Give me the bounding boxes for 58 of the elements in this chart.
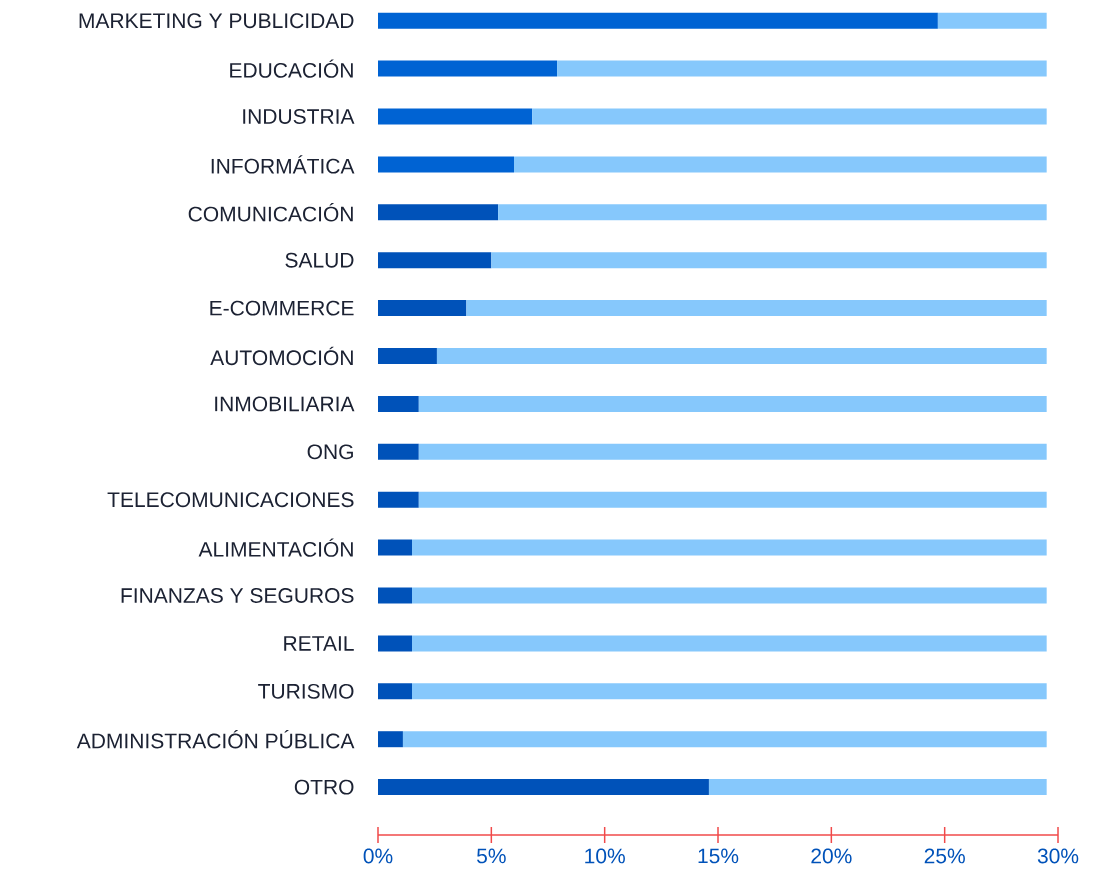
y-tick-label: ALIMENTACIÓN <box>198 538 353 557</box>
bar <box>491 252 1047 269</box>
y-tick-label: INFORMÁTICA <box>211 155 355 174</box>
bar <box>557 60 1047 77</box>
y-tick-label: AUTOMOCIÓN <box>210 346 353 366</box>
bar <box>402 731 1047 748</box>
bar <box>412 539 1047 556</box>
bar <box>378 587 412 604</box>
y-tick-label: TURISMO <box>258 683 354 699</box>
bar <box>378 731 403 748</box>
x-tick-label: 5% <box>477 848 506 864</box>
y-tick-label: INMOBILIARIA <box>215 396 355 412</box>
bar <box>378 635 412 652</box>
x-tick-label: 20% <box>811 848 852 864</box>
bar <box>378 348 437 365</box>
bar <box>378 204 499 221</box>
bar <box>378 300 467 317</box>
bar <box>378 683 412 700</box>
bar <box>514 156 1047 173</box>
bar <box>412 635 1047 652</box>
y-tick-label: COMUNICACIÓN <box>188 203 353 222</box>
y-tick-label: ONG <box>307 444 353 460</box>
bar <box>532 108 1047 125</box>
y-tick-label: FINANZAS Y SEGUROS <box>121 588 354 603</box>
bar <box>378 252 492 269</box>
y-tick-label: TELECOMUNICACIONES <box>107 492 354 508</box>
bar <box>378 539 412 556</box>
bar <box>378 108 533 125</box>
bar <box>498 204 1047 221</box>
bar <box>418 491 1047 508</box>
y-tick-label: RETAIL <box>284 636 354 651</box>
bar <box>418 395 1047 412</box>
bar <box>378 779 709 796</box>
y-tick-label: INDUSTRIA <box>243 109 355 124</box>
y-tick-label: EDUCACIÓN <box>230 59 353 78</box>
bar <box>378 60 558 77</box>
bar <box>436 348 1047 365</box>
x-tick-label: 15% <box>698 848 739 864</box>
bar <box>378 395 419 412</box>
bar <box>937 12 1047 29</box>
bar <box>412 683 1047 700</box>
x-tick-label: 10% <box>585 848 625 864</box>
bar <box>378 12 938 29</box>
y-tick-label: MARKETING Y PUBLICIDAD <box>79 13 354 29</box>
bar <box>378 491 419 508</box>
y-tick-label: SALUD <box>285 252 354 268</box>
x-tick-label: 25% <box>924 848 965 864</box>
y-tick-label: OTRO <box>294 779 354 795</box>
x-tick-label: 0% <box>363 848 393 864</box>
x-tick-label: 30% <box>1037 848 1079 864</box>
y-tick-label: ADMINISTRACIÓN PÚBLICA <box>76 729 355 749</box>
bar <box>412 587 1047 604</box>
bar <box>466 300 1047 317</box>
bar <box>378 156 514 173</box>
bar <box>378 443 419 460</box>
bar <box>708 779 1047 796</box>
bar <box>418 443 1047 460</box>
y-tick-label: E-COMMERCE <box>210 300 354 316</box>
